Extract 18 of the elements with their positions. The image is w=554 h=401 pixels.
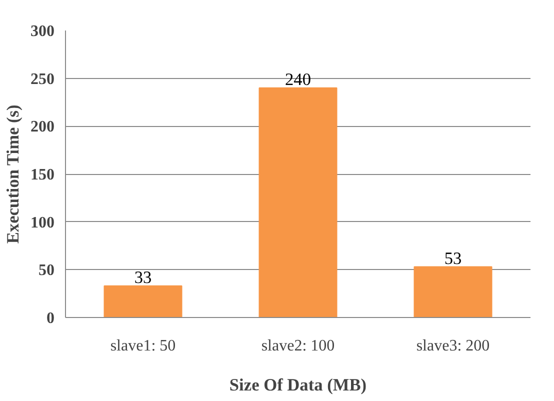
x-tick-label: slave3: 200 (416, 338, 490, 354)
bar (414, 266, 492, 318)
x-axis-title: Size Of Data (MB) (229, 376, 367, 394)
x-tick-label: slave2: 100 (261, 338, 335, 354)
y-tick-label: 0 (46, 310, 54, 327)
x-tick-label: slave1: 50 (110, 338, 176, 354)
y-axis-title: Execution Time (s) (4, 104, 22, 244)
bar (104, 285, 182, 318)
y-tick-label: 300 (30, 23, 54, 40)
y-tick-label: 100 (30, 214, 54, 232)
data-label: 33 (134, 268, 152, 287)
y-tick-label: 150 (30, 166, 54, 184)
data-label: 240 (285, 70, 312, 89)
data-label: 53 (444, 248, 462, 268)
y-tick-label: 250 (30, 70, 54, 88)
y-tick-label: 50 (38, 262, 54, 280)
y-tick-label: 200 (30, 118, 54, 136)
bar (258, 87, 338, 318)
